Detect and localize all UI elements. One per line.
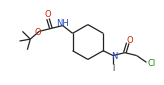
Text: NH: NH	[56, 19, 69, 28]
Text: N: N	[111, 52, 117, 61]
Text: O: O	[126, 36, 133, 45]
Text: I: I	[112, 64, 114, 73]
Text: O: O	[45, 10, 51, 19]
Text: O: O	[35, 28, 41, 37]
Text: Cl: Cl	[147, 59, 155, 68]
